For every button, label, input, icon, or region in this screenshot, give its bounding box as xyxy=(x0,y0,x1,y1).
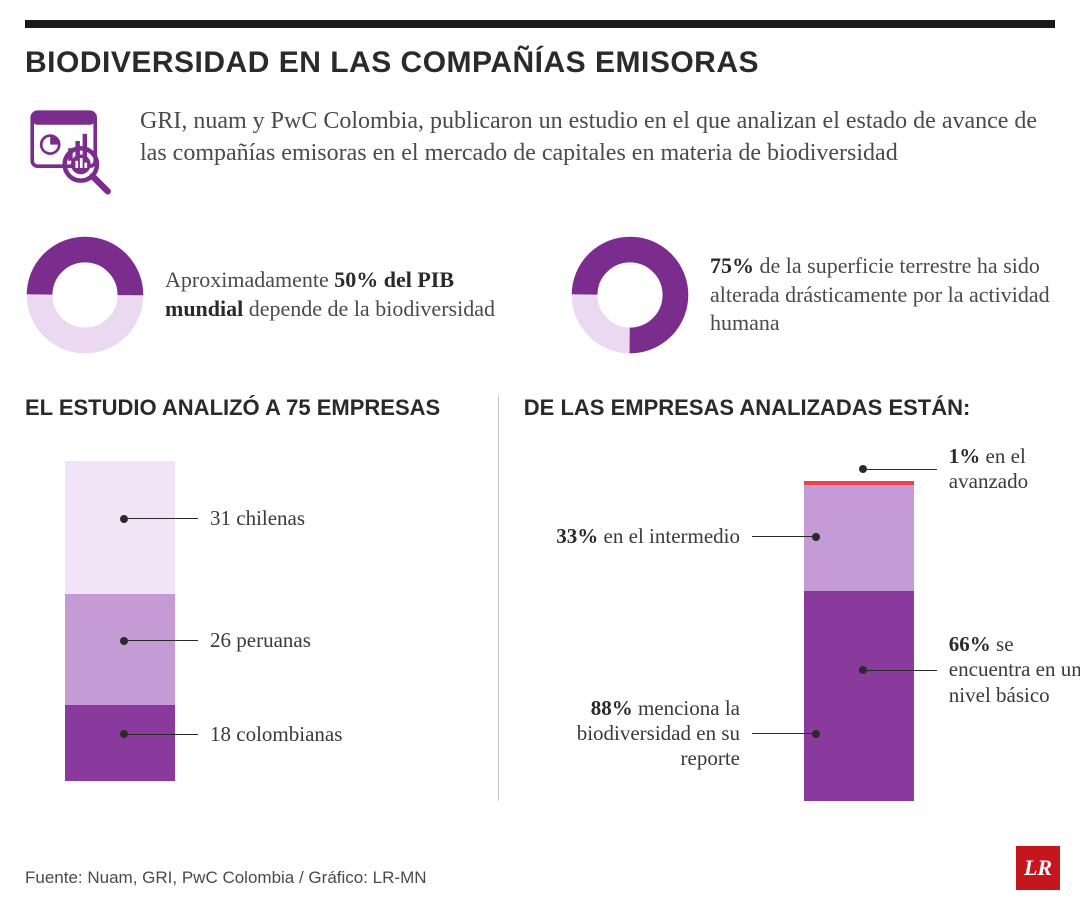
left-section-title: EL ESTUDIO ANALIZÓ A 75 EMPRESAS xyxy=(25,395,473,421)
right-stacked-wrap: 66% se encuentra en un nivel básico33% e… xyxy=(524,441,1055,801)
callout-label: 26 peruanas xyxy=(210,628,311,653)
analytics-icon xyxy=(25,105,115,200)
source-footer: Fuente: Nuam, GRI, PwC Colombia / Gráfic… xyxy=(25,868,427,888)
callout-line xyxy=(752,536,812,537)
callout-label: 66% se encuentra en un nivel básico xyxy=(949,632,1080,708)
right-section-title: DE LAS EMPRESAS ANALIZADAS ESTÁN: xyxy=(524,395,1055,421)
donut-chart-surface xyxy=(570,235,690,355)
callout: 33% en el intermedio xyxy=(540,524,820,549)
callout-label: 18 colombianas xyxy=(210,722,342,747)
right-column: DE LAS EMPRESAS ANALIZADAS ESTÁN: 66% se… xyxy=(499,395,1055,801)
donut1-pre: Aproximadamente xyxy=(165,267,334,292)
donut-block-pib: Aproximadamente 50% del PIB mundial depe… xyxy=(25,235,510,355)
top-bar xyxy=(25,20,1055,28)
callout-line xyxy=(128,518,198,519)
callout-dot xyxy=(812,730,820,738)
callout: 26 peruanas xyxy=(120,628,311,653)
callout-dot xyxy=(859,465,867,473)
callout-line xyxy=(867,469,937,470)
donuts-row: Aproximadamente 50% del PIB mundial depe… xyxy=(25,235,1055,355)
bar-segment xyxy=(804,485,914,590)
callout-dot xyxy=(859,666,867,674)
infographic-title: BIODIVERSIDAD EN LAS COMPAÑÍAS EMISORAS xyxy=(25,46,1055,80)
callout-line xyxy=(752,733,812,734)
callout-label: 31 chilenas xyxy=(210,506,305,531)
callout: 18 colombianas xyxy=(120,722,342,747)
callout-line xyxy=(128,640,198,641)
callout-line xyxy=(128,734,198,735)
callout-label: 1% en el avanzado xyxy=(949,444,1080,494)
donut2-post: de la superficie terrestre ha sido alter… xyxy=(710,253,1050,335)
callout-extra: 88% menciona la biodiversidad en su repo… xyxy=(540,696,820,772)
donut-text-surface: 75% de la superficie terrestre ha sido a… xyxy=(710,252,1055,338)
callout: 66% se encuentra en un nivel básico xyxy=(859,632,1080,708)
callout-dot xyxy=(812,533,820,541)
callout-label: 88% menciona la biodiversidad en su repo… xyxy=(540,696,740,772)
left-column: EL ESTUDIO ANALIZÓ A 75 EMPRESAS 18 colo… xyxy=(25,395,499,801)
callout: 31 chilenas xyxy=(120,506,305,531)
publisher-logo: LR xyxy=(1016,846,1060,890)
callout-dot xyxy=(120,730,128,738)
donut-block-surface: 75% de la superficie terrestre ha sido a… xyxy=(570,235,1055,355)
donut-text-pib: Aproximadamente 50% del PIB mundial depe… xyxy=(165,266,510,323)
left-stacked-wrap: 18 colombianas 26 peruanas 31 chilenas xyxy=(25,441,473,781)
donut1-post: depende de la biodiversidad xyxy=(243,296,495,321)
callout-line xyxy=(867,670,937,671)
callout: 1% en el avanzado xyxy=(859,444,1080,494)
donut-chart-pib xyxy=(25,235,145,355)
callout-label: 33% en el intermedio xyxy=(540,524,740,549)
donut2-bold: 75% xyxy=(710,253,754,278)
callout-dot xyxy=(120,637,128,645)
intro-row: GRI, nuam y PwC Colombia, publicaron un … xyxy=(25,105,1055,200)
columns-row: EL ESTUDIO ANALIZÓ A 75 EMPRESAS 18 colo… xyxy=(25,395,1055,801)
intro-text: GRI, nuam y PwC Colombia, publicaron un … xyxy=(140,105,1055,170)
callout-dot xyxy=(120,515,128,523)
